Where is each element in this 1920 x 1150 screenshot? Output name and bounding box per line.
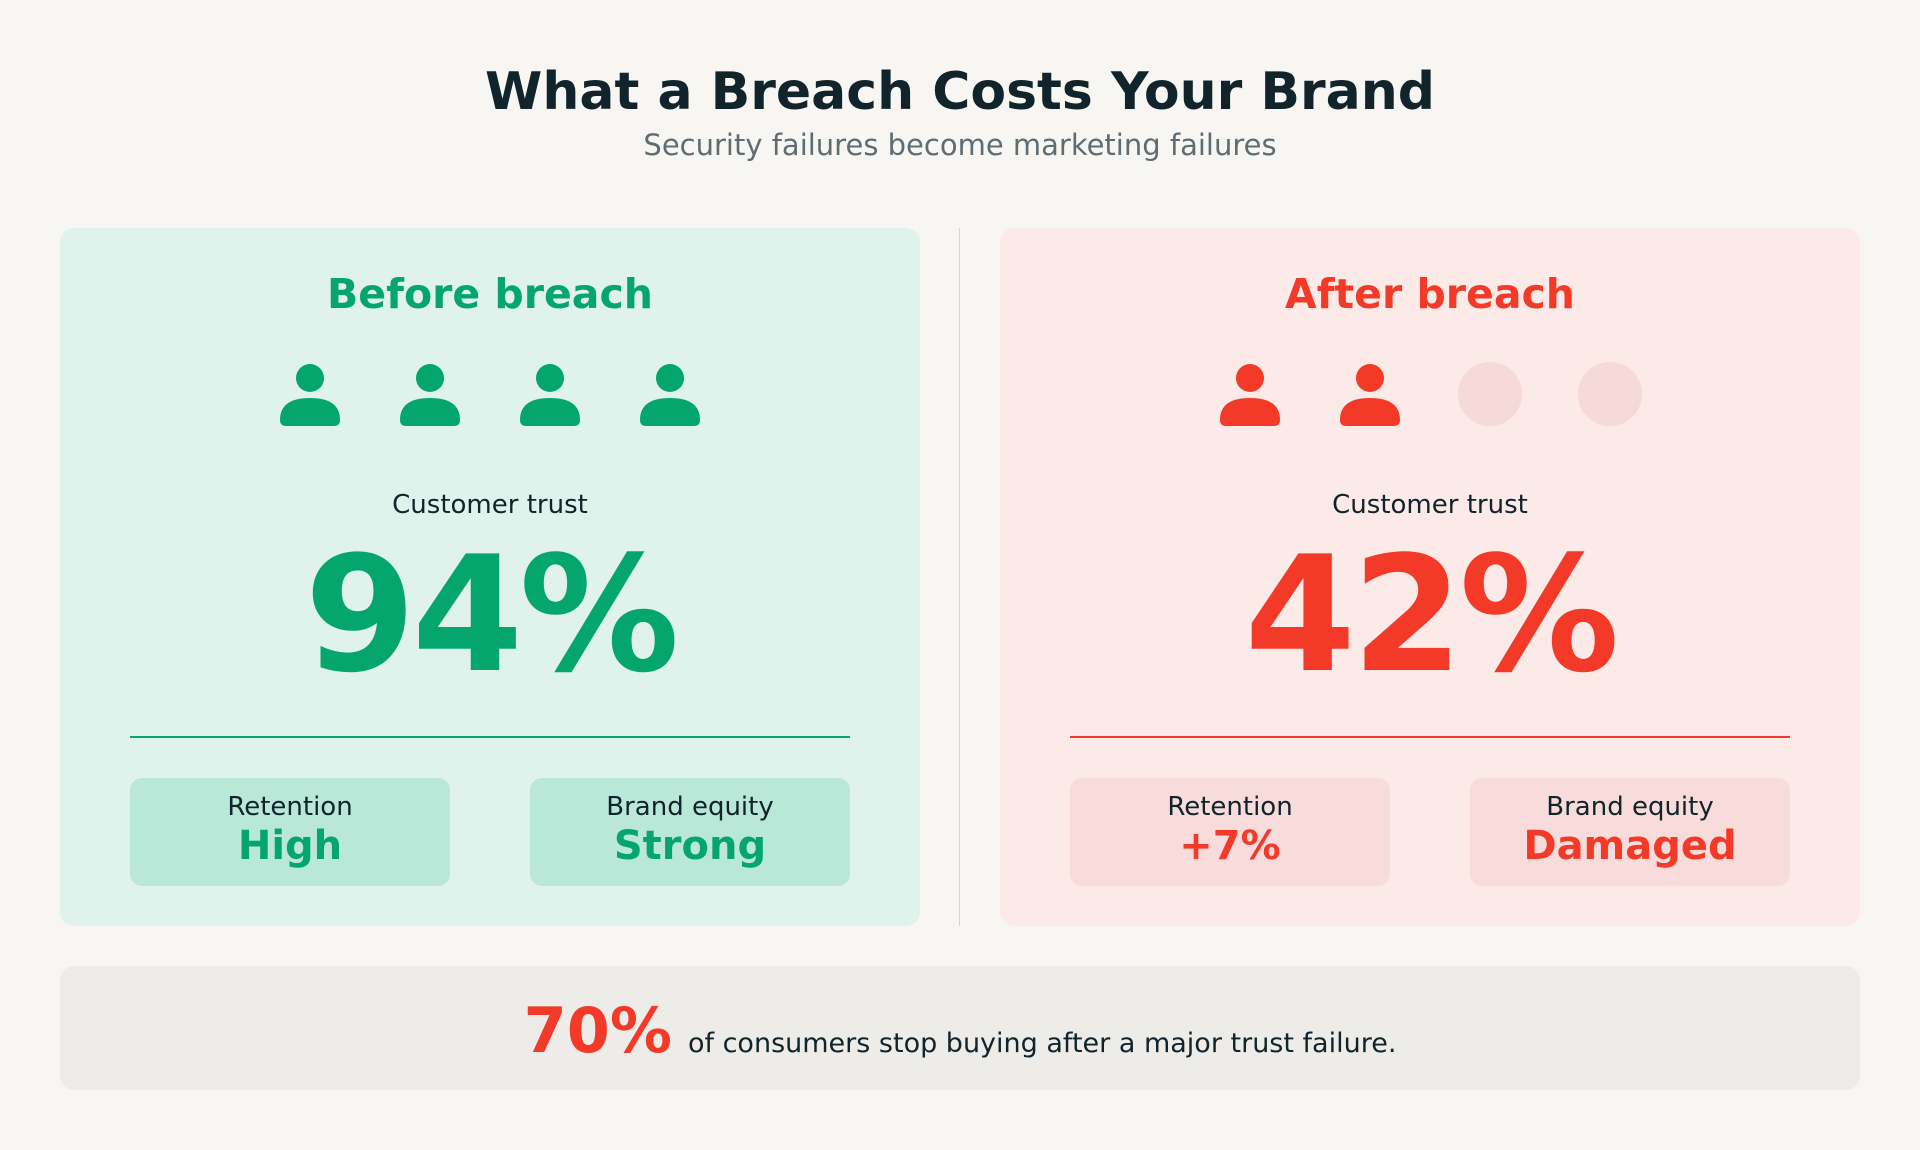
stat-label: Brand equity	[1546, 792, 1714, 822]
empty-icon	[1458, 362, 1522, 426]
person-icon	[400, 364, 460, 426]
person-icon	[1340, 364, 1400, 426]
person-icon	[280, 364, 340, 426]
person-icon	[640, 364, 700, 426]
rule	[130, 736, 850, 738]
person-icon	[520, 364, 580, 426]
metric-value: 94%	[304, 521, 680, 708]
footer-highlight: 70%	[523, 994, 672, 1067]
stat-label: Retention	[227, 792, 353, 822]
footer-text: of consumers stop buying after a major t…	[687, 1028, 1397, 1059]
icon-row	[60, 362, 920, 426]
metric-label: Customer trust	[1332, 490, 1528, 520]
icon-row	[1000, 362, 1860, 426]
panel-heading: After breach	[1284, 270, 1575, 318]
stat-box: Brand equity Strong	[530, 778, 850, 886]
footer-callout: 70% of consumers stop buying after a maj…	[60, 966, 1860, 1090]
stat-value: Damaged	[1523, 823, 1737, 869]
metric-label: Customer trust	[392, 490, 588, 520]
stat-label: Brand equity	[606, 792, 774, 822]
stat-box: Brand equity Damaged	[1470, 778, 1790, 886]
stat-label: Retention	[1167, 792, 1293, 822]
title: What a Breach Costs Your Brand	[485, 62, 1435, 122]
stat-value: Strong	[613, 823, 767, 869]
divider	[959, 228, 960, 926]
panel-heading: Before breach	[327, 270, 653, 318]
empty-icon	[1578, 362, 1642, 426]
stat-value: High	[237, 823, 343, 869]
subtitle: Security failures become marketing failu…	[643, 128, 1277, 162]
metric-value: 42%	[1244, 521, 1620, 708]
stat-value: +7%	[1179, 823, 1281, 869]
rule	[1070, 736, 1790, 738]
person-icon	[1220, 364, 1280, 426]
stat-box: Retention High	[130, 778, 450, 886]
stat-box: Retention +7%	[1070, 778, 1390, 886]
before-panel: Before breach Customer trust 94% Retenti…	[60, 228, 920, 926]
after-panel: After breach Customer trust 42% Retentio…	[1000, 228, 1860, 926]
